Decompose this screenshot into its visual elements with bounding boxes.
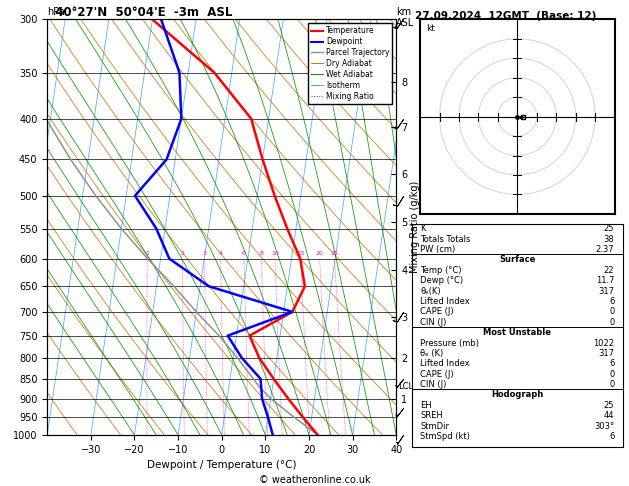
Text: Hodograph: Hodograph [491,390,543,399]
Text: Pressure (mb): Pressure (mb) [420,339,479,347]
Text: 0: 0 [609,380,615,389]
Text: θₑ (K): θₑ (K) [420,349,443,358]
Text: CAPE (J): CAPE (J) [420,370,454,379]
Text: 2: 2 [181,251,184,256]
Text: 25: 25 [604,401,615,410]
Text: 0: 0 [609,370,615,379]
Text: 44: 44 [604,412,615,420]
Text: 27.09.2024  12GMT  (Base: 12): 27.09.2024 12GMT (Base: 12) [415,11,596,21]
Text: 25: 25 [331,251,338,256]
Text: 11.7: 11.7 [596,276,615,285]
Text: 38: 38 [604,235,615,243]
Text: Lifted Index: Lifted Index [420,360,470,368]
Text: 6: 6 [242,251,246,256]
Text: CAPE (J): CAPE (J) [420,308,454,316]
Text: Dewp (°C): Dewp (°C) [420,276,464,285]
Text: StmDir: StmDir [420,422,450,431]
Text: ASL: ASL [396,18,415,28]
Text: 317: 317 [598,349,615,358]
Legend: Temperature, Dewpoint, Parcel Trajectory, Dry Adiabat, Wet Adiabat, Isotherm, Mi: Temperature, Dewpoint, Parcel Trajectory… [308,23,392,104]
Text: 25: 25 [604,224,615,233]
Text: 40°27'N  50°04'E  -3m  ASL: 40°27'N 50°04'E -3m ASL [47,6,233,19]
Text: PW (cm): PW (cm) [420,245,455,254]
Text: K: K [420,224,426,233]
X-axis label: Dewpoint / Temperature (°C): Dewpoint / Temperature (°C) [147,460,296,470]
Text: 20: 20 [316,251,323,256]
Text: CIN (J): CIN (J) [420,318,447,327]
Text: 0: 0 [609,308,615,316]
Text: Surface: Surface [499,255,535,264]
Text: θₑ(K): θₑ(K) [420,287,441,295]
Text: 2.37: 2.37 [596,245,615,254]
Text: 10: 10 [271,251,279,256]
Text: 303°: 303° [594,422,615,431]
Text: 22: 22 [604,266,615,275]
Text: SREH: SREH [420,412,443,420]
Text: CIN (J): CIN (J) [420,380,447,389]
Text: kt: kt [426,24,435,33]
Text: 3: 3 [203,251,206,256]
Text: Temp (°C): Temp (°C) [420,266,462,275]
Text: 1022: 1022 [593,339,615,347]
Text: Most Unstable: Most Unstable [483,328,552,337]
Text: Totals Totals: Totals Totals [420,235,470,243]
Text: km: km [396,7,411,17]
Text: © weatheronline.co.uk: © weatheronline.co.uk [259,475,370,485]
Text: 8: 8 [259,251,263,256]
Text: 6: 6 [609,297,615,306]
Text: Lifted Index: Lifted Index [420,297,470,306]
Text: 0: 0 [609,318,615,327]
Text: hPa: hPa [47,7,65,17]
Text: 4: 4 [218,251,223,256]
Text: 6: 6 [609,432,615,441]
Text: 6: 6 [609,360,615,368]
Text: StmSpd (kt): StmSpd (kt) [420,432,470,441]
Text: EH: EH [420,401,432,410]
Text: 1: 1 [145,251,149,256]
Y-axis label: Mixing Ratio (g/kg): Mixing Ratio (g/kg) [410,181,420,273]
Text: 317: 317 [598,287,615,295]
Text: 15: 15 [297,251,304,256]
Text: LCL: LCL [398,382,414,391]
